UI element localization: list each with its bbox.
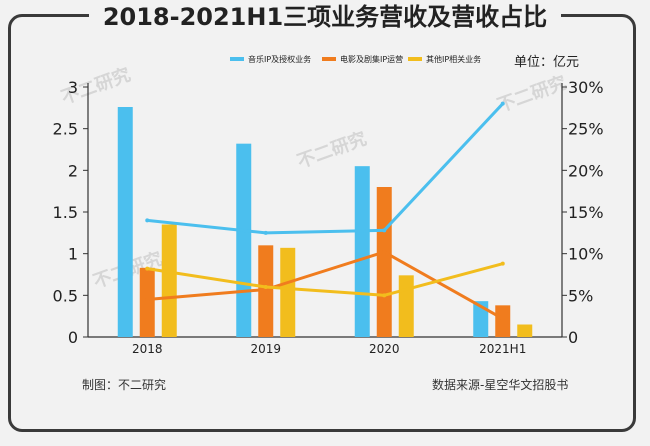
right-tick-label: 10% [568, 245, 604, 264]
left-tick-label: 0.5 [53, 286, 78, 305]
bar-其他IP相关业务-2020 [398, 275, 414, 337]
share-line-1 [145, 250, 505, 321]
share-point-0 [145, 218, 150, 223]
right-tick-label: 25% [568, 120, 604, 139]
watermark-3: 不二研究 [494, 71, 569, 116]
bar-其他IP相关业务-2019 [280, 247, 296, 337]
bar-音乐IP及授权业务-2020 [354, 166, 370, 337]
share-line-2 [145, 262, 505, 297]
category-label: 2018 [132, 342, 163, 356]
bar-其他IP相关业务-2021H1 [517, 324, 533, 337]
footer-data-source: 数据来源-星空华文招股书 [432, 378, 569, 392]
share-line-0 [145, 102, 505, 235]
category-label: 2019 [250, 342, 281, 356]
right-tick-label: 5% [568, 286, 593, 305]
left-tick-label: 1 [68, 245, 78, 264]
left-tick-label: 2.5 [53, 120, 78, 139]
bar-音乐IP及授权业务-2019 [236, 143, 252, 337]
share-point-2 [382, 293, 387, 298]
left-tick-label: 1.5 [53, 203, 78, 222]
share-point-0 [500, 101, 505, 106]
chart-title-box: 2018-2021H1三项业务营收及营收占比 [0, 2, 650, 32]
left-tick-label: 3 [68, 78, 78, 97]
bar-音乐IP及授权业务-2021H1 [473, 301, 489, 337]
share-point-2 [263, 285, 268, 289]
share-point-0 [382, 228, 387, 233]
chart-frame [8, 14, 636, 432]
bar-音乐IP及授权业务-2018 [117, 107, 133, 337]
footer-made-by: 制图：不二研究 [82, 378, 167, 392]
legend-label: 音乐IP及授权业务 [248, 54, 311, 64]
right-tick-label: 20% [568, 161, 604, 180]
legend-swatch [408, 57, 422, 61]
left-tick-label: 0 [68, 328, 78, 347]
share-point-0 [263, 230, 268, 235]
legend-swatch [230, 57, 244, 61]
right-tick-label: 30% [568, 78, 604, 97]
unit-label: 单位：亿元 [514, 55, 580, 70]
share-point-2 [500, 261, 505, 266]
share-point-1 [145, 297, 150, 302]
bar-其他IP相关业务-2018 [161, 224, 177, 337]
right-tick-label: 0 [568, 328, 578, 347]
category-label: 2020 [369, 342, 400, 356]
bar-电影及剧集IP运营-2018 [139, 267, 155, 337]
share-point-2 [145, 266, 150, 271]
share-point-1 [382, 250, 387, 254]
legend-label: 电影及剧集IP运营 [340, 54, 403, 64]
share-point-1 [500, 316, 505, 321]
left-tick-label: 2 [68, 161, 78, 180]
bar-电影及剧集IP运营-2021H1 [495, 305, 511, 337]
bar-电影及剧集IP运营-2020 [376, 187, 392, 337]
watermark-2: 不二研究 [294, 127, 369, 172]
chart-title: 2018-2021H1三项业务营收及营收占比 [88, 2, 562, 32]
right-tick-label: 15% [568, 203, 604, 222]
legend-label: 其他IP相关业务 [426, 54, 481, 64]
category-label: 2021H1 [479, 342, 526, 356]
legend-swatch [322, 57, 336, 61]
